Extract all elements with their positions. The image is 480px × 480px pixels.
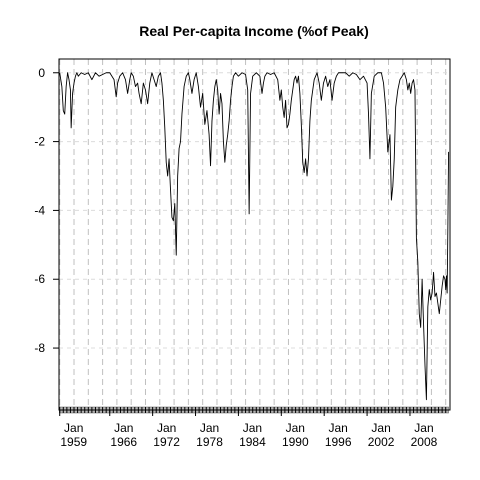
x-tick-label-year: 1996 bbox=[325, 435, 352, 449]
x-tick-label-year: 2008 bbox=[411, 435, 438, 449]
x-tick-label-year: 1966 bbox=[110, 435, 137, 449]
y-tick-label: 0 bbox=[38, 66, 45, 80]
x-tick-label-month: Jan bbox=[286, 421, 305, 435]
x-tick-label-year: 2002 bbox=[368, 435, 395, 449]
y-tick-label: -2 bbox=[34, 135, 45, 149]
x-tick-label-year: 1972 bbox=[153, 435, 180, 449]
x-tick-label-year: 1959 bbox=[60, 435, 87, 449]
x-tick-label-month: Jan bbox=[243, 421, 262, 435]
x-tick-label-month: Jan bbox=[157, 421, 176, 435]
y-tick-label: -6 bbox=[34, 272, 45, 286]
series-layer bbox=[59, 72, 450, 401]
x-tick-label-month: Jan bbox=[200, 421, 219, 435]
x-tick-label-year: 1978 bbox=[196, 435, 223, 449]
x-tick-label-month: Jan bbox=[371, 421, 390, 435]
x-tick-label-year: 1990 bbox=[282, 435, 309, 449]
x-tick-label-month: Jan bbox=[64, 421, 83, 435]
grid bbox=[59, 59, 450, 410]
x-tick-label-month: Jan bbox=[114, 421, 133, 435]
x-axis: Jan1959Jan1966Jan1972Jan1978Jan1984Jan19… bbox=[59, 410, 438, 449]
x-tick-label-year: 1984 bbox=[239, 435, 266, 449]
y-tick-label: -8 bbox=[34, 341, 45, 355]
x-tick-label-month: Jan bbox=[329, 421, 348, 435]
chart-title: Real Per-capita Income (%of Peak) bbox=[139, 23, 369, 39]
series-line-0 bbox=[59, 72, 450, 401]
plot-frame bbox=[58, 58, 451, 411]
x-tick-label-month: Jan bbox=[414, 421, 433, 435]
y-axis: 0 -2 -4 -6 -8 bbox=[34, 66, 59, 355]
y-tick-label: -4 bbox=[34, 203, 45, 217]
